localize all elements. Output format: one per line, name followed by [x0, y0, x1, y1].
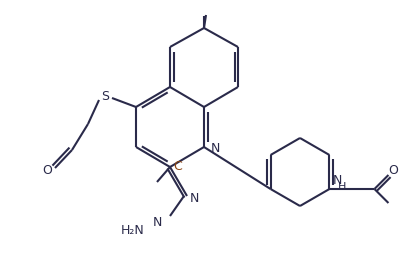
- Text: H₂N: H₂N: [120, 224, 144, 236]
- Text: H: H: [338, 182, 347, 192]
- Text: S: S: [101, 90, 109, 102]
- Text: C: C: [174, 161, 182, 174]
- Text: N: N: [333, 175, 342, 187]
- Text: N: N: [189, 192, 199, 204]
- Text: O: O: [42, 164, 52, 176]
- Text: N: N: [152, 215, 162, 228]
- Text: N: N: [210, 141, 220, 154]
- Text: O: O: [389, 164, 398, 176]
